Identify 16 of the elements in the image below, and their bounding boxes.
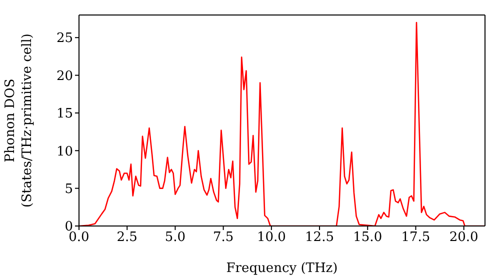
- y-axis-title: Phonon DOS (States/THz·primitive cell): [3, 33, 35, 208]
- x-tick-label: 7.5: [212, 230, 234, 246]
- x-tick-label: 17.5: [401, 230, 430, 246]
- x-tick-label: 2.5: [116, 230, 138, 246]
- x-tick-label: 12.5: [305, 230, 334, 246]
- x-tick-label: 10.0: [256, 230, 286, 246]
- y-tick-label: 25: [56, 31, 73, 46]
- x-tick-label: 20.0: [449, 230, 478, 246]
- x-axis-title: Frequency (THz): [226, 261, 338, 276]
- y-tick-label: 20: [56, 68, 73, 84]
- y-tick-label: 15: [56, 106, 73, 122]
- y-tick-label: 10: [56, 144, 73, 160]
- x-tick-label: 5.0: [164, 230, 186, 246]
- x-tick-label: 0.0: [68, 230, 90, 246]
- x-tick-label: 15.0: [353, 230, 382, 246]
- y-tick-label: 5: [64, 182, 73, 197]
